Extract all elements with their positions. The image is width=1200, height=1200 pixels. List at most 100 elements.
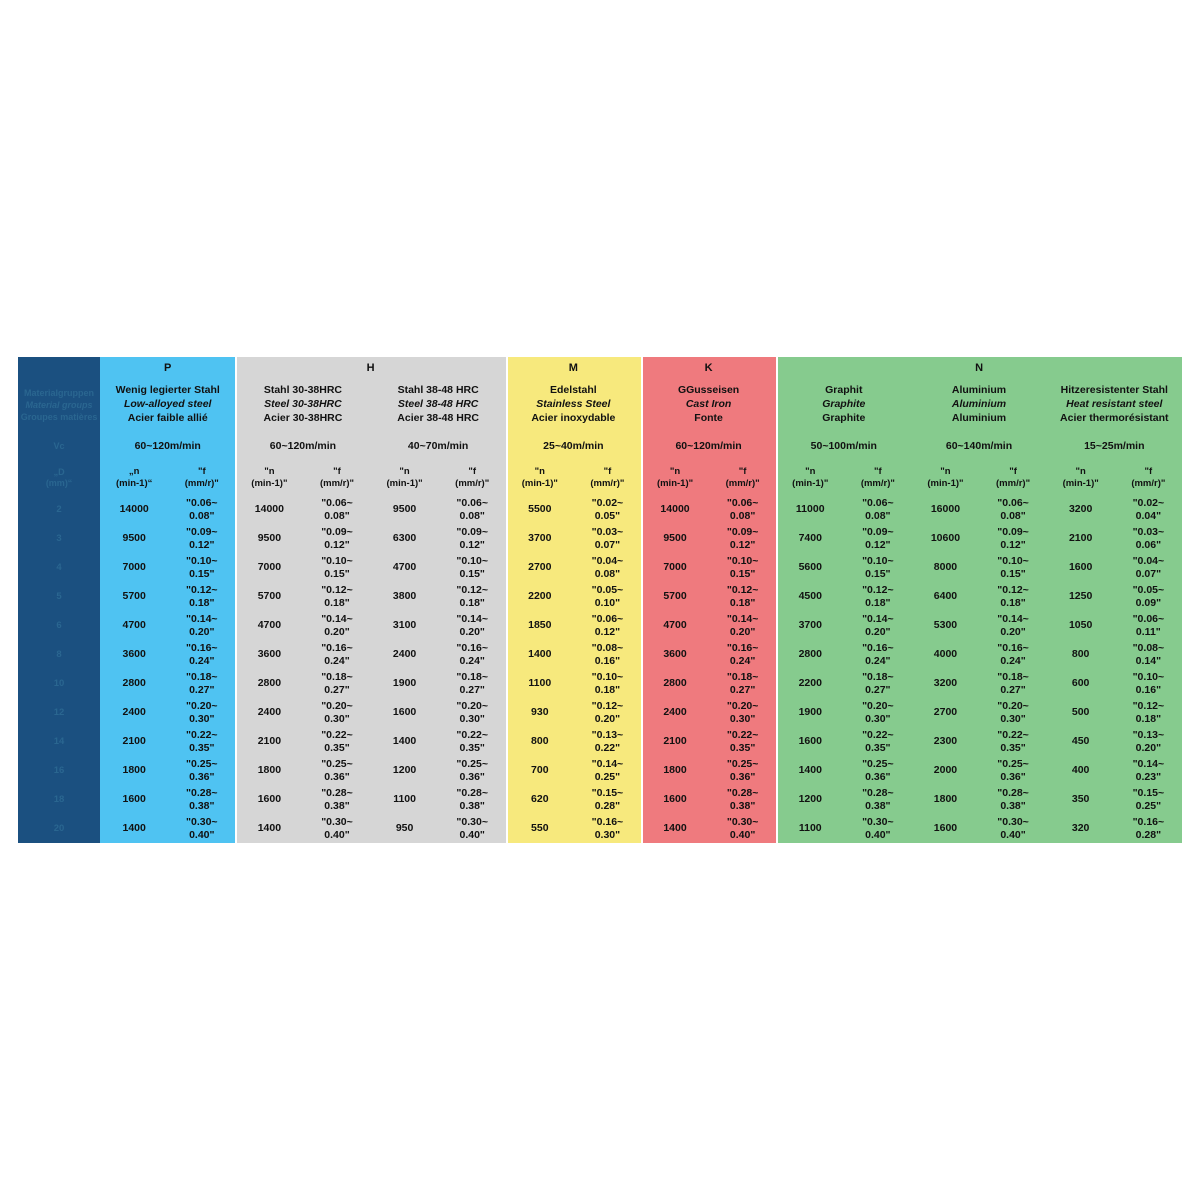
feed-rate-line-2: 0.15"	[729, 567, 756, 580]
feed-rate-cell: "0.16~ 0.24"	[303, 640, 371, 669]
spindle-speed-cell: 5700	[640, 582, 710, 611]
unit-n-dimension: (min-1)"	[792, 478, 829, 489]
feed-rate-cell: "0.22~ 0.35"	[168, 727, 236, 756]
unit-f-dimension: (mm/r)"	[860, 478, 895, 489]
feed-rate-line-1: "0.25~	[862, 757, 894, 770]
feed-rate-line-2: 0.30"	[459, 712, 485, 725]
feed-rate-line-1: "0.10~	[997, 554, 1029, 567]
feed-rate-line-2: 0.08"	[729, 509, 756, 522]
material-name-en: Steel 30-38HRC	[264, 398, 342, 411]
feed-rate-cell: "0.10~ 0.15"	[844, 553, 912, 582]
feed-rate-line-1: "0.16~	[186, 641, 218, 654]
feed-rate-cell: "0.12~ 0.20"	[573, 698, 641, 727]
feed-rate-line-1: "0.06~	[862, 496, 894, 509]
feed-rate-line-2: 0.35"	[189, 741, 215, 754]
feed-rate-line-1: "0.28~	[862, 786, 894, 799]
feed-rate-line-1: "0.22~	[997, 728, 1029, 741]
feed-rate-cell: "0.18~ 0.27"	[709, 669, 777, 698]
spindle-speed-cell: 7000	[235, 553, 304, 582]
feed-rate-line-2: 0.40"	[865, 828, 891, 841]
index-header-spacer	[18, 357, 101, 379]
table-row: 6 4700 "0.14~ 0.20" 4700 "0.14~ 0.20" 3100 "0.14…	[18, 611, 1182, 640]
feed-rate-cell: "0.25~ 0.36"	[709, 756, 777, 785]
feed-rate-line-1: "0.18~	[456, 670, 488, 683]
feed-rate-line-2: 0.15"	[189, 567, 215, 580]
material-name-fr: Acier faible allié	[127, 411, 208, 424]
spindle-speed-cell: 1800	[235, 756, 304, 785]
feed-rate-line-1: "0.14~	[321, 612, 353, 625]
feed-rate-cell: "0.18~ 0.27"	[168, 669, 236, 698]
feed-rate-cell: "0.06~ 0.12"	[573, 611, 641, 640]
feed-rate-cell: "0.14~ 0.20"	[979, 611, 1047, 640]
feed-rate-line-2: 0.40"	[324, 828, 350, 841]
spindle-speed-cell: 4700	[235, 611, 304, 640]
spindle-speed-cell: 800	[1046, 640, 1115, 669]
feed-rate-cell: "0.14~ 0.23"	[1114, 756, 1182, 785]
spindle-speed-cell: 1800	[100, 756, 169, 785]
feed-rate-line-1: "0.04~	[1132, 554, 1165, 567]
feed-rate-line-1: "0.02~	[1132, 496, 1165, 509]
feed-rate-line-1: "0.16~	[321, 641, 353, 654]
feed-rate-line-2: 0.24"	[865, 654, 891, 667]
feed-rate-line-1: "0.12~	[862, 583, 894, 596]
feed-rate-line-2: 0.04"	[1135, 509, 1162, 522]
feed-rate-cell: "0.10~ 0.16"	[1114, 669, 1182, 698]
feed-rate-cell: "0.14~ 0.20"	[168, 611, 236, 640]
feed-rate-line-2: 0.20"	[1135, 741, 1162, 754]
material-name-K-0: GGusseisen Cast Iron Fonte	[640, 379, 777, 431]
spindle-speed-cell: 1900	[776, 698, 845, 727]
spindle-speed-cell: 2000	[911, 756, 980, 785]
feed-rate-line-1: "0.12~	[186, 583, 218, 596]
feed-rate-cell: "0.16~ 0.24"	[168, 640, 236, 669]
spindle-speed-cell: 2700	[911, 698, 980, 727]
feed-rate-cell: "0.20~ 0.30"	[844, 698, 912, 727]
unit-n-N-0: "n (min-1)"	[776, 461, 845, 495]
unit-n-M-0: "n (min-1)"	[505, 461, 574, 495]
spindle-speed-cell: 620	[505, 785, 574, 814]
spindle-speed-cell: 3600	[235, 640, 304, 669]
material-name-fr: Acier inoxydable	[531, 411, 616, 424]
feed-rate-line-2: 0.40"	[1000, 828, 1026, 841]
feed-rate-line-2: 0.38"	[324, 799, 350, 812]
feed-rate-line-2: 0.38"	[459, 799, 485, 812]
feed-rate-line-2: 0.20"	[324, 625, 350, 638]
feed-rate-line-2: 0.20"	[459, 625, 485, 638]
unit-f-H-0: "f (mm/r)"	[303, 461, 371, 495]
feed-rate-line-1: "0.10~	[186, 554, 218, 567]
feed-rate-cell: "0.20~ 0.30"	[168, 698, 236, 727]
group-letter-N: N	[776, 357, 1182, 379]
unit-n-dimension: (min-1)"	[927, 478, 964, 489]
feed-rate-cell: "0.09~ 0.12"	[438, 524, 506, 553]
spindle-speed-cell: 1900	[370, 669, 439, 698]
diameter-cell: 6	[18, 611, 101, 640]
spindle-speed-cell: 7000	[640, 553, 710, 582]
material-name-M-0: Edelstahl Stainless Steel Acier inoxydable	[505, 379, 641, 431]
spindle-speed-cell: 3200	[911, 669, 980, 698]
feed-rate-line-1: "0.10~	[726, 554, 759, 567]
feed-rate-line-1: "0.25~	[997, 757, 1029, 770]
spindle-speed-cell: 2100	[640, 727, 710, 756]
material-name-de: Edelstahl	[550, 384, 597, 397]
diameter-cell: 20	[18, 814, 101, 843]
unit-f-symbol: "f	[1144, 466, 1153, 478]
feed-rate-cell: "0.25~ 0.36"	[438, 756, 506, 785]
vc-value-N-1: 60~140m/min	[911, 431, 1047, 461]
material-name-P-0: Wenig legierter Stahl Low-alloyed steel Ac…	[100, 379, 236, 431]
spindle-speed-cell: 1050	[1046, 611, 1115, 640]
spindle-speed-cell: 320	[1046, 814, 1115, 843]
material-name-de: Aluminium	[951, 384, 1007, 397]
feed-rate-line-1: "0.30~	[456, 815, 488, 828]
feed-rate-cell: "0.25~ 0.36"	[844, 756, 912, 785]
table-row: 8 3600 "0.16~ 0.24" 3600 "0.16~ 0.24" 2400 "0.16…	[18, 640, 1182, 669]
spindle-speed-cell: 2200	[505, 582, 574, 611]
feed-rate-line-2: 0.08"	[189, 509, 215, 522]
feed-rate-line-2: 0.08"	[865, 509, 891, 522]
feed-rate-line-1: "0.09~	[456, 525, 488, 538]
spindle-speed-cell: 9500	[100, 524, 169, 553]
material-name-row: Materialgruppen Material groups Groupes ma…	[18, 379, 1182, 431]
material-name-en: Heat resistant steel	[1066, 398, 1163, 411]
unit-n-N-1: "n (min-1)"	[911, 461, 980, 495]
spindle-speed-cell: 2400	[100, 698, 169, 727]
unit-f-symbol: "f	[333, 466, 341, 478]
